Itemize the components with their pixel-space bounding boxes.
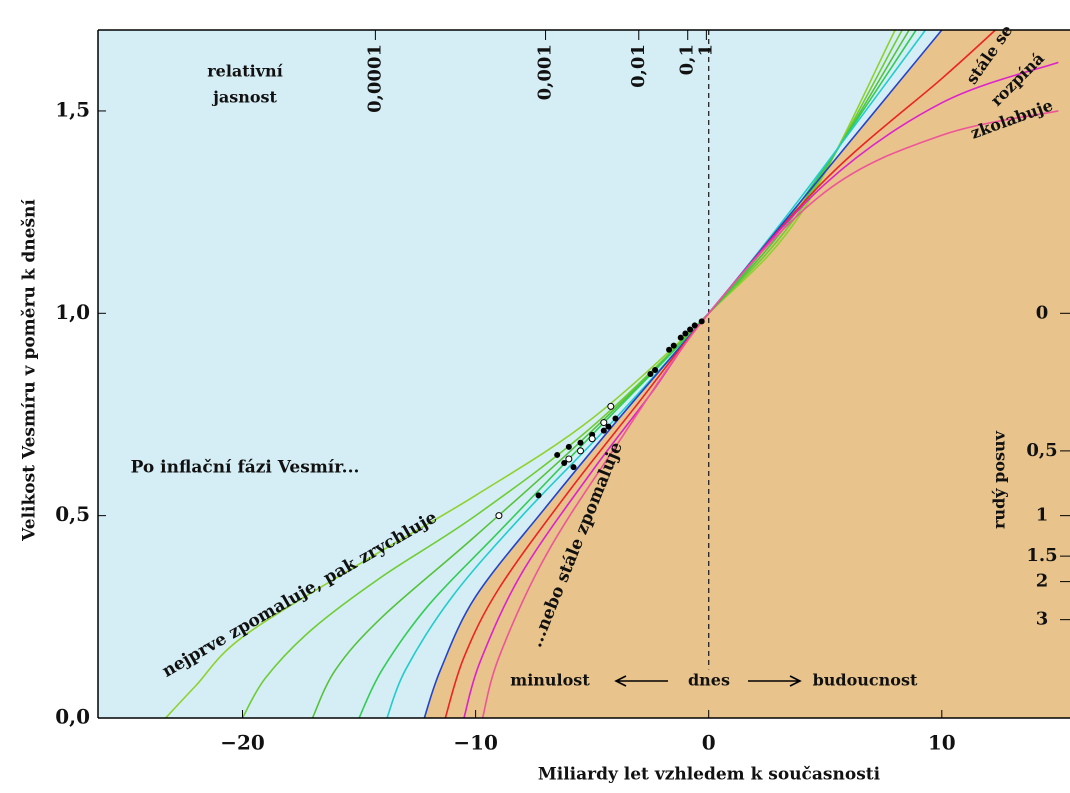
supernova-point	[691, 322, 698, 329]
supernova-point	[670, 342, 677, 349]
y-tick-label: 0,0	[55, 705, 90, 729]
open-point	[588, 435, 596, 443]
expansion-curve	[481, 110, 1059, 719]
supernova-point	[577, 439, 584, 446]
redshift-tick-label: 0,5	[1026, 440, 1057, 461]
y-axis-label: Velikost Vesmíru v poměru k dnešní	[20, 199, 40, 542]
x-tick-label: 10	[928, 731, 956, 755]
open-point	[577, 447, 585, 455]
supernova-point	[682, 330, 689, 337]
open-point	[600, 419, 608, 427]
brightness-title: relativní	[207, 62, 283, 81]
plot-layer	[98, 29, 1070, 719]
brightness-tick-label: 0,0001	[364, 44, 385, 113]
supernova-point	[698, 318, 705, 325]
brightness-title: jasnost	[211, 88, 277, 107]
annotation: dnes	[688, 671, 730, 690]
brightness-tick-label: 0,001	[535, 44, 556, 100]
x-tick-label: −10	[453, 731, 498, 755]
supernova-point	[535, 492, 542, 499]
annotation: budoucnost	[813, 671, 918, 690]
supernova-point	[666, 346, 673, 353]
expansion-curve	[241, 29, 903, 719]
brightness-tick-label: 1	[695, 44, 716, 57]
redshift-tick-label: 1	[1036, 505, 1049, 526]
supernova-point	[605, 423, 612, 430]
x-tick-label: 0	[702, 731, 716, 755]
redshift-tick-label: 3	[1036, 609, 1049, 630]
brightness-tick-label: 0,01	[628, 44, 649, 88]
supernova-point	[687, 326, 694, 333]
supernova-point	[612, 415, 619, 422]
open-point	[495, 512, 503, 520]
redshift-title: rudý posuv	[990, 430, 1009, 529]
x-axis-label: Miliardy let vzhledem k současnosti	[538, 765, 881, 785]
supernova-point	[600, 427, 607, 434]
y-tick-label: 1,0	[55, 300, 90, 324]
arrow-future	[748, 675, 802, 687]
redshift-tick-label: 2	[1036, 571, 1049, 592]
expansion-curve	[444, 29, 996, 719]
open-point	[607, 402, 615, 410]
supernova-point	[554, 451, 561, 458]
x-tick-label: −20	[220, 731, 265, 755]
supernova-point	[647, 371, 654, 377]
annotation: minulost	[510, 671, 590, 690]
y-tick-label: 0,5	[55, 502, 90, 526]
supernova-point	[652, 366, 659, 373]
arrow-past	[614, 675, 668, 687]
redshift-tick-label: 1.5	[1026, 545, 1057, 566]
expansion-curve	[423, 29, 943, 719]
supernova-point	[677, 334, 684, 341]
y-tick-label: 1,5	[55, 97, 90, 121]
supernova-point	[565, 443, 572, 450]
brightness-tick-label: 0,1	[677, 44, 698, 75]
expansion-curve	[386, 29, 927, 719]
supernova-point	[561, 460, 568, 467]
redshift-tick-label: 0	[1036, 302, 1049, 323]
decelerating-region	[424, 30, 1070, 718]
annotation: Po inflační fázi Vesmír...	[131, 458, 360, 478]
expansion-curve	[165, 29, 896, 719]
open-point	[565, 455, 573, 463]
supernova-point	[570, 464, 577, 471]
